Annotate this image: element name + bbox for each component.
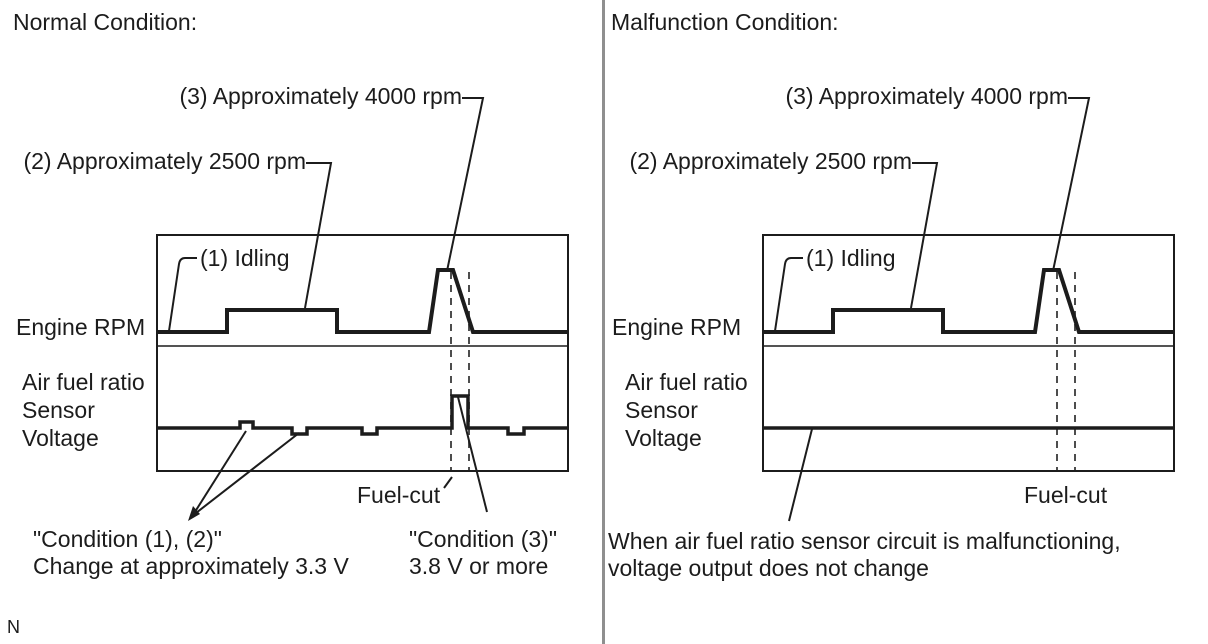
malfunction-label-fuel-cut: Fuel-cut: [1024, 482, 1108, 508]
normal-fuel-cut-dashed-lines: [450, 272, 470, 470]
normal-leader-2500rpm: [304, 162, 333, 309]
malfunction-note-line2: voltage output does not change: [608, 555, 929, 581]
normal-afr-voltage-trace: [157, 394, 568, 436]
malfunction-axis-afr-line1: Air fuel ratio: [625, 369, 748, 395]
malfunction-panel-linework: [762, 97, 1175, 522]
normal-note-condition3-line2: 3.8 V or more: [409, 553, 549, 579]
normal-leader-condition3: [457, 396, 488, 513]
normal-axis-afr-voltage: Air fuel ratio Sensor Voltage: [22, 368, 145, 452]
malfunction-chart-frame: [762, 234, 1175, 472]
normal-axis-afr-line3: Voltage: [22, 425, 99, 451]
normal-leader-idling: [168, 257, 197, 332]
normal-note-condition12-line2: Change at approximately 3.3 V: [33, 553, 349, 579]
malfunction-label-2500rpm: (2) Approximately 2500 rpm: [629, 148, 912, 174]
page-marker: N: [7, 617, 20, 637]
normal-chart-frame: [156, 234, 569, 472]
malfunction-fuel-cut-dashed-lines: [1056, 272, 1076, 470]
normal-label-4000rpm: (3) Approximately 4000 rpm: [179, 83, 462, 109]
normal-axis-afr-line1: Air fuel ratio: [22, 369, 145, 395]
normal-label-2500rpm: (2) Approximately 2500 rpm: [23, 148, 306, 174]
normal-condition12-arrowhead: [188, 506, 200, 521]
normal-axis-engine-rpm: Engine RPM: [16, 314, 146, 340]
malfunction-panel-title: Malfunction Condition:: [611, 9, 839, 35]
malfunction-axis-afr-line3: Voltage: [625, 425, 702, 451]
normal-note-condition12: "Condition (1), (2)" Change at approxima…: [33, 526, 349, 580]
malfunction-label-4000rpm: (3) Approximately 4000 rpm: [785, 83, 1068, 109]
normal-leader-condition12-a: [192, 430, 247, 516]
malfunction-leader-2500rpm: [910, 162, 939, 309]
malfunction-axis-afr-line2: Sensor: [625, 397, 698, 423]
normal-note-condition3: "Condition (3)" 3.8 V or more: [409, 526, 557, 580]
normal-leader-4000rpm: [446, 97, 485, 272]
malfunction-leader-4000rpm: [1052, 97, 1091, 272]
malfunction-label-idling: (1) Idling: [806, 245, 896, 271]
malfunction-note-line1: When air fuel ratio sensor circuit is ma…: [608, 528, 1121, 554]
normal-label-fuel-cut: Fuel-cut: [357, 482, 441, 508]
normal-leader-condition12-b: [195, 432, 300, 514]
malfunction-axis-afr-voltage: Air fuel ratio Sensor Voltage: [625, 368, 748, 452]
normal-panel-title: Normal Condition:: [13, 9, 198, 35]
malfunction-engine-rpm-trace: [763, 268, 1174, 334]
malfunction-axis-engine-rpm: Engine RPM: [612, 314, 742, 340]
malfunction-leader-idling: [774, 257, 803, 332]
normal-note-condition12-line1: "Condition (1), (2)": [33, 526, 222, 552]
normal-label-idling: (1) Idling: [200, 245, 290, 271]
normal-fuel-cut-tick: [443, 476, 453, 489]
malfunction-note: When air fuel ratio sensor circuit is ma…: [608, 528, 1121, 582]
normal-panel-linework: [156, 97, 569, 521]
normal-engine-rpm-trace: [157, 268, 568, 334]
malfunction-leader-note: [788, 428, 813, 522]
normal-note-condition3-line1: "Condition (3)": [409, 526, 558, 552]
normal-axis-afr-line2: Sensor: [22, 397, 95, 423]
panel-divider: [602, 0, 605, 644]
